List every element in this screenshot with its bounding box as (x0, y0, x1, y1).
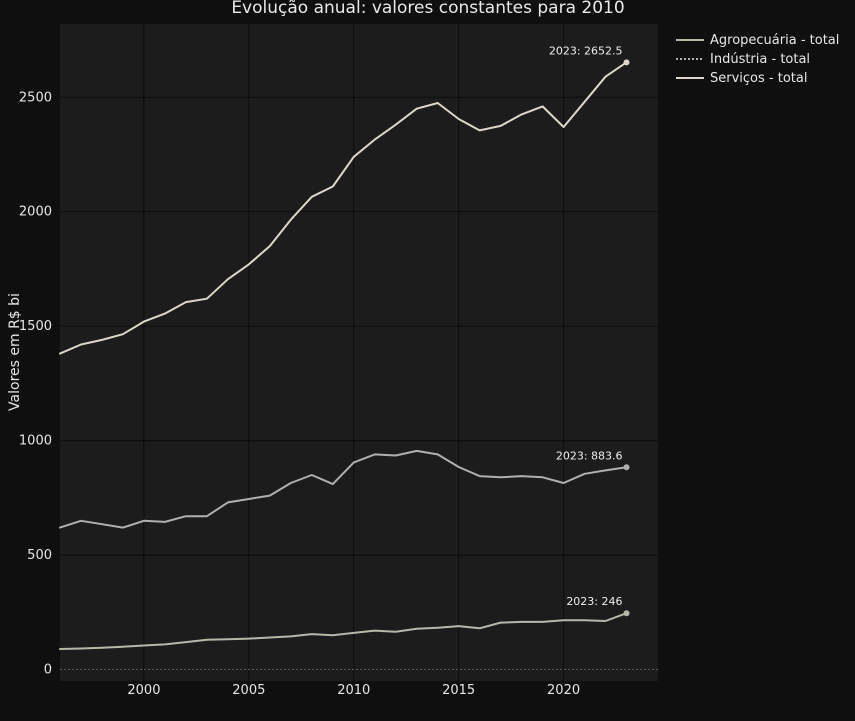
y-tick-label: 1000 (19, 434, 52, 449)
legend-label: Agropecuária - total (710, 33, 839, 48)
annotation-layer: 2023: 246 2023: 883.6 2023: 2652.5 (549, 44, 623, 608)
y-tick-label: 500 (27, 548, 52, 563)
x-tick-label: 2015 (442, 683, 475, 698)
grid-layer (60, 24, 658, 681)
end-value-annotation: 2023: 246 (566, 595, 622, 608)
series-line (59, 449, 628, 529)
y-axis-title: Valores em R$ bi (7, 293, 23, 411)
x-tick-label: 2010 (337, 683, 370, 698)
series-end-marker (623, 59, 630, 66)
end-value-annotation: 2023: 883.6 (556, 449, 623, 462)
chart-title: Evolução anual: valores constantes para … (231, 0, 624, 18)
y-tick-label: 1500 (19, 319, 52, 334)
series-line (59, 612, 628, 650)
legend: Agropecuária - total Indústria - total Ser… (676, 33, 839, 86)
series-line (59, 61, 628, 355)
x-tick-label: 2020 (547, 683, 580, 698)
legend-label: Serviços - total (710, 71, 807, 86)
series-end-marker (623, 610, 630, 617)
y-tick-label: 2500 (19, 90, 52, 105)
x-tick-label: 2005 (232, 683, 265, 698)
legend-label: Indústria - total (710, 52, 810, 67)
series-end-marker (623, 464, 630, 471)
series-layer (59, 59, 630, 650)
axis-layer: 2000 2005 2010 2015 2020 0 500 1000 1500 2000 2500 (19, 90, 580, 698)
y-tick-label: 2000 (19, 205, 52, 220)
y-tick-label: 0 (44, 663, 52, 678)
x-tick-label: 2000 (127, 683, 160, 698)
end-value-annotation: 2023: 2652.5 (549, 44, 623, 57)
plot-area (60, 24, 658, 681)
